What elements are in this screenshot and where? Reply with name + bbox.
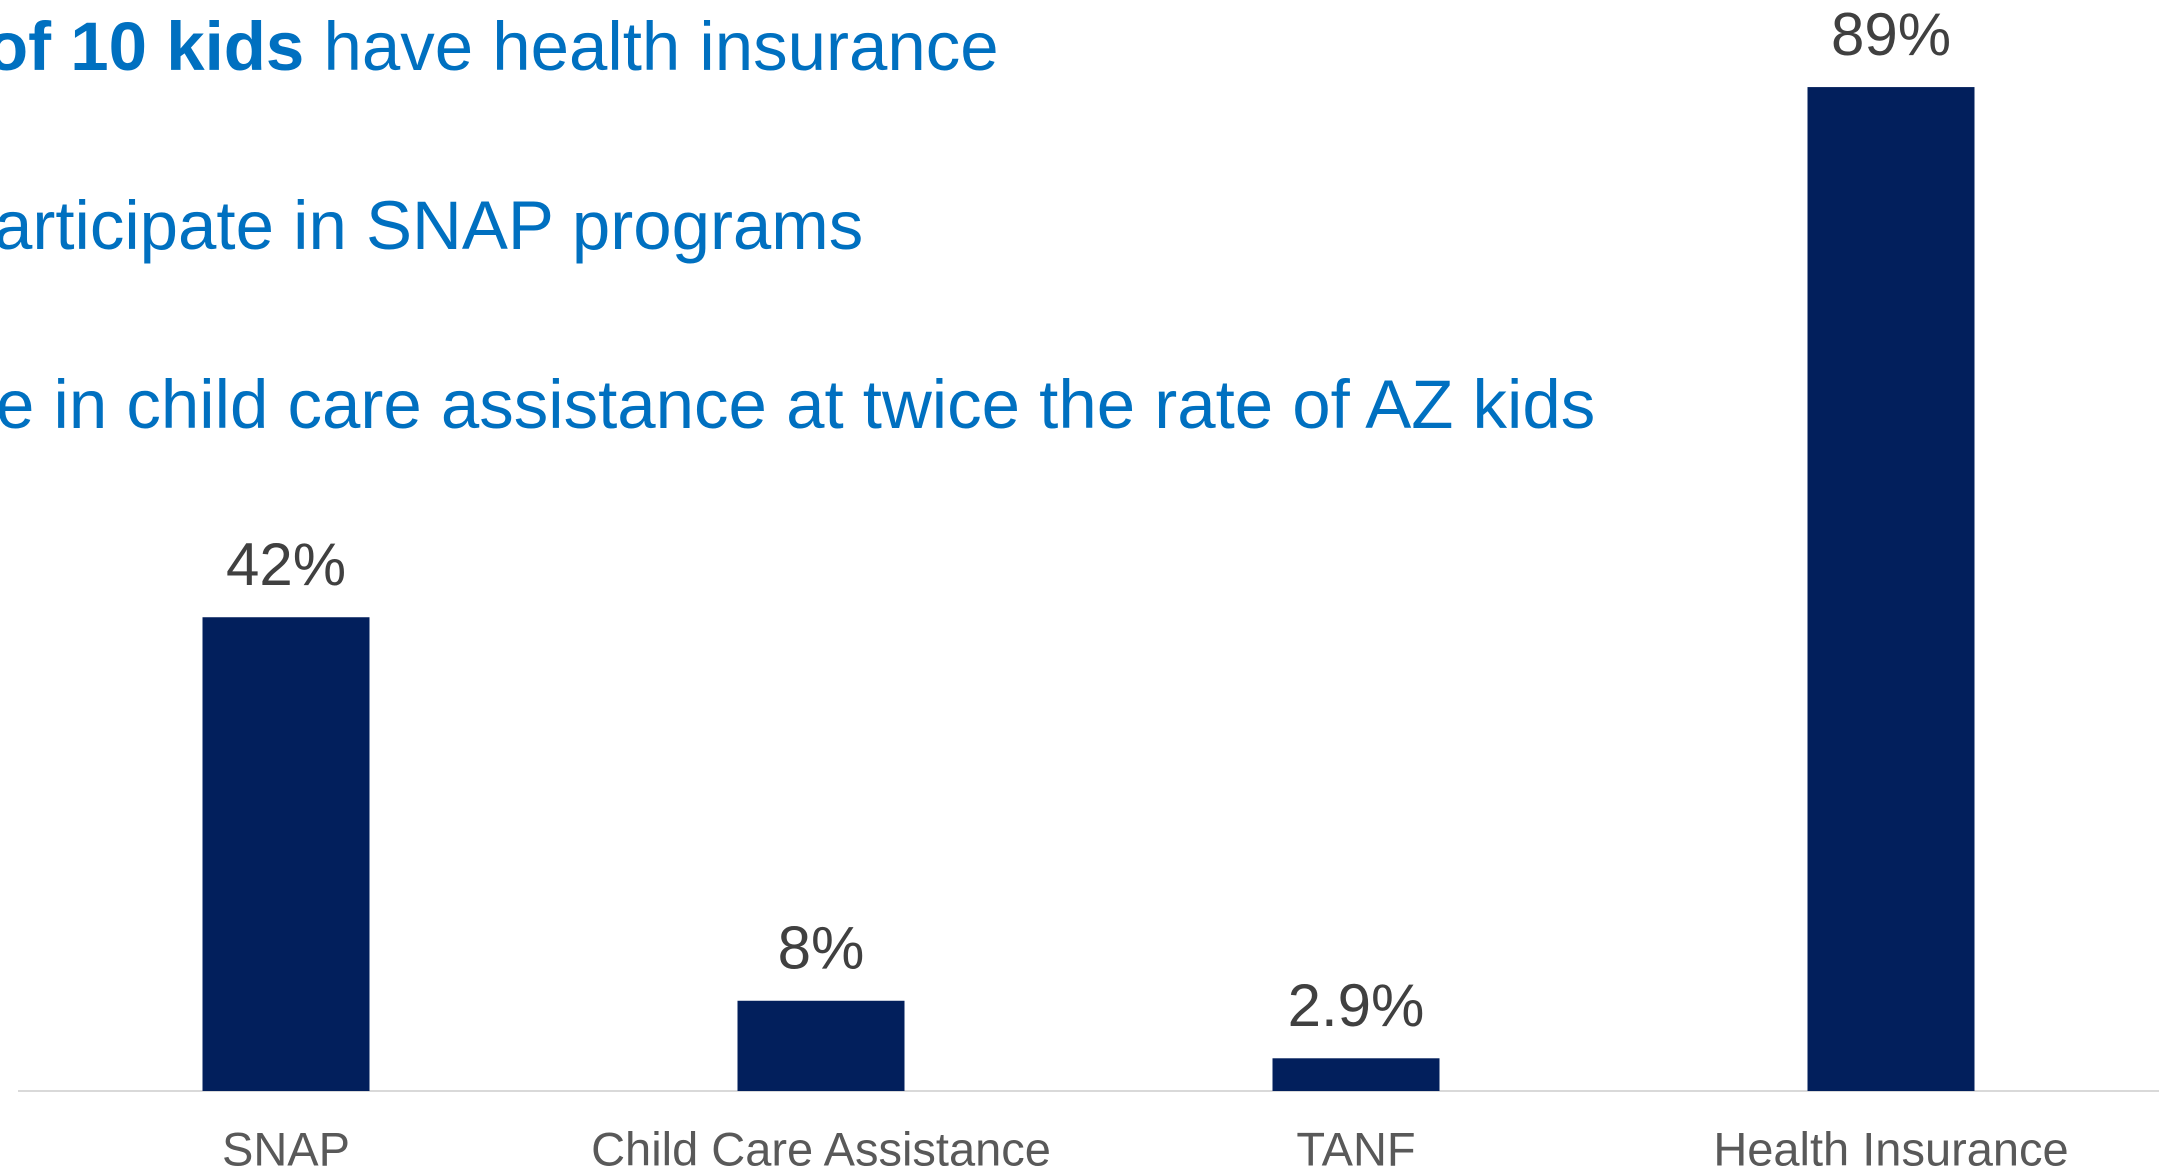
annotation: e in child care assistance at twice the … <box>0 366 1595 443</box>
bar <box>1807 87 1975 1091</box>
bar <box>737 1000 905 1091</box>
x-tick-label: SNAP <box>222 1122 350 1172</box>
annotation: articipate in SNAP programs <box>0 187 863 264</box>
x-tick-label: Child Care Assistance <box>591 1122 1051 1172</box>
bar <box>202 617 370 1091</box>
annotation: of 10 kids have health insurance <box>0 8 999 85</box>
value-label: 8% <box>778 915 865 982</box>
x-tick-label: TANF <box>1296 1122 1415 1172</box>
value-label: 89% <box>1831 1 1951 68</box>
value-label: 42% <box>226 531 346 598</box>
annotation-text: have health insurance <box>323 8 998 85</box>
annotation-bold: of 10 kids <box>0 8 304 85</box>
x-tick-label: Health Insurance <box>1713 1122 2068 1172</box>
value-label: 2.9% <box>1288 972 1425 1039</box>
bar <box>1272 1058 1440 1091</box>
